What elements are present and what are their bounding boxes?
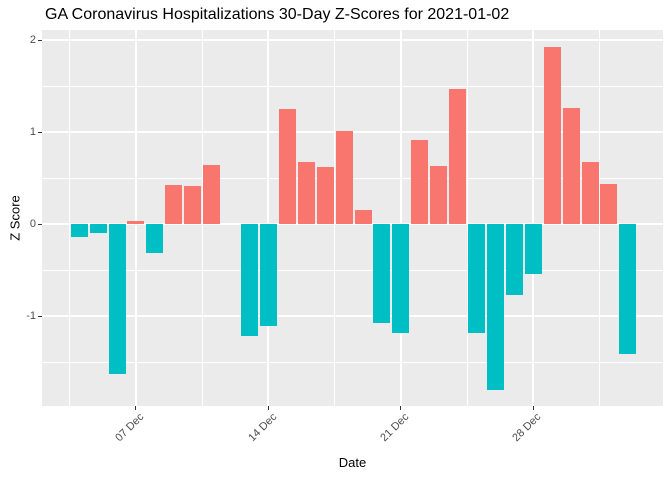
gridline-minor-x <box>466 30 468 406</box>
gridline-major-y <box>42 315 663 317</box>
bar <box>619 224 637 354</box>
bar <box>146 224 164 253</box>
y-tick-label: 0 <box>29 218 36 230</box>
bar <box>89 224 107 234</box>
bar <box>354 210 372 224</box>
x-tick-mark <box>400 406 402 410</box>
y-tick-mark <box>38 39 42 41</box>
x-tick-label: 21 Dec <box>378 411 412 445</box>
gridline-major-y <box>42 39 663 41</box>
bar <box>600 184 618 224</box>
gridline-major-y <box>42 223 663 225</box>
bar <box>581 162 599 224</box>
bar <box>240 224 258 337</box>
gridline-minor-y <box>42 361 663 363</box>
gridline-minor-y <box>42 85 663 87</box>
chart-title: GA Coronavirus Hospitalizations 30-Day Z… <box>45 6 510 23</box>
bar <box>486 224 504 390</box>
bar <box>184 186 202 224</box>
y-tick-label: -1 <box>26 310 36 322</box>
x-tick-mark <box>135 406 137 410</box>
plot-panel <box>42 30 663 406</box>
gridline-minor-x <box>69 30 71 406</box>
bar <box>70 224 88 237</box>
bar <box>165 185 183 224</box>
bar <box>335 131 353 224</box>
bar <box>127 221 145 224</box>
bar <box>259 224 277 327</box>
x-tick-label: 07 Dec <box>113 411 147 445</box>
gridline-major-x <box>532 30 535 406</box>
x-tick-label: 28 Dec <box>510 411 544 445</box>
bar <box>543 47 561 224</box>
bar <box>373 224 391 324</box>
x-axis-title: Date <box>338 455 367 470</box>
bar <box>505 224 523 295</box>
gridline-minor-x <box>334 30 336 406</box>
y-tick-mark <box>38 131 42 133</box>
bar <box>524 224 542 274</box>
gridline-major-x <box>399 30 402 406</box>
y-tick-mark <box>38 223 42 225</box>
y-tick-label: 2 <box>29 34 36 46</box>
gridline-minor-x <box>201 30 203 406</box>
bar <box>411 140 429 224</box>
bar <box>562 108 580 224</box>
bar <box>203 165 221 224</box>
gridline-major-x <box>267 30 270 406</box>
y-tick-label: 1 <box>29 126 36 138</box>
bar <box>430 166 448 224</box>
bar <box>468 224 486 333</box>
bar <box>392 224 410 333</box>
bar <box>316 166 334 224</box>
bar <box>278 109 296 224</box>
gridline-major-x <box>134 30 137 406</box>
x-tick-label: 14 Dec <box>245 411 279 445</box>
bar <box>108 224 126 374</box>
y-tick-mark <box>38 315 42 317</box>
gridline-minor-y <box>42 269 663 271</box>
x-tick-mark <box>267 406 269 410</box>
bar <box>449 88 467 224</box>
gridline-minor-x <box>599 30 600 406</box>
x-tick-mark <box>532 406 534 410</box>
bar <box>297 162 315 224</box>
